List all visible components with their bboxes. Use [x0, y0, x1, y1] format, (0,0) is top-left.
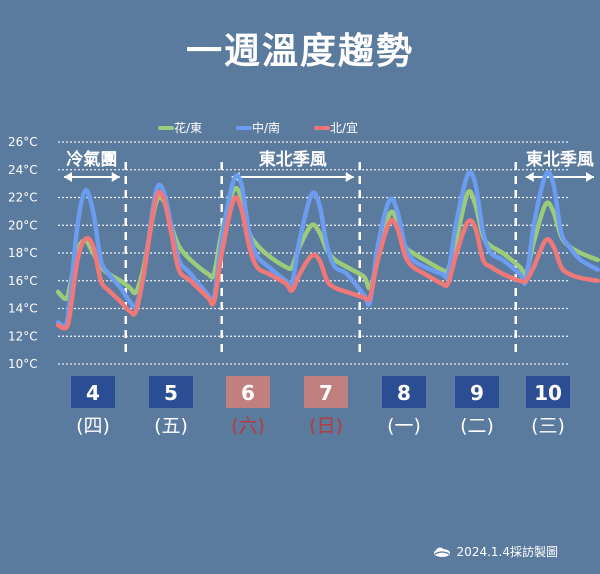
credit: 2024.1.4採訪製圖	[433, 543, 558, 560]
y-tick-label: 18°C	[8, 246, 38, 260]
y-tick-label: 12°C	[8, 329, 38, 343]
day-box	[382, 376, 426, 408]
arrow-head-right	[586, 172, 594, 182]
weekday-label: (五)	[154, 415, 188, 437]
weekday-label: (六)	[231, 415, 265, 437]
weekday-label: (三)	[531, 415, 565, 437]
day-box	[526, 376, 570, 408]
series-line-2	[55, 189, 600, 331]
y-tick-label: 22°C	[8, 191, 38, 205]
cloud-logo-icon	[433, 546, 451, 558]
y-tick-label: 10°C	[8, 357, 38, 371]
day-box	[226, 376, 270, 408]
day-number: 7	[319, 381, 333, 405]
y-tick-label: 26°C	[8, 135, 38, 149]
day-number: 6	[241, 381, 255, 405]
day-number: 8	[397, 381, 411, 405]
y-tick-label: 24°C	[8, 163, 38, 177]
y-tick-label: 16°C	[8, 274, 38, 288]
day-box	[149, 376, 193, 408]
annotation-label: 冷氣團	[66, 149, 117, 170]
y-tick-label: 14°C	[8, 302, 38, 316]
day-number: 5	[164, 381, 178, 405]
annotation-label: 東北季風	[259, 149, 327, 170]
annotation-label: 東北季風	[526, 149, 594, 170]
arrow-head-right	[345, 172, 354, 182]
arrow-head-left	[64, 172, 72, 182]
legend-label: 中/南	[252, 120, 280, 135]
legend-label: 北/宜	[330, 120, 358, 135]
day-box	[71, 376, 115, 408]
series-line-1	[55, 170, 600, 329]
series-line-0	[55, 185, 600, 302]
day-number: 10	[534, 381, 562, 405]
day-number: 4	[86, 381, 100, 405]
credit-text: 2024.1.4採訪製圖	[456, 545, 558, 559]
weekday-label: (二)	[460, 415, 494, 437]
weekday-label: (四)	[76, 415, 110, 437]
weekday-label: (一)	[387, 415, 421, 437]
arrow-head-left	[525, 172, 534, 182]
arrow-head-right	[111, 172, 120, 182]
day-box	[455, 376, 499, 408]
day-number: 9	[470, 381, 484, 405]
y-tick-label: 20°C	[8, 218, 38, 232]
day-box	[304, 376, 348, 408]
chart-title: 一週溫度趨勢	[185, 31, 414, 72]
weekday-label: (日)	[309, 415, 343, 437]
legend-label: 花/東	[174, 120, 202, 135]
